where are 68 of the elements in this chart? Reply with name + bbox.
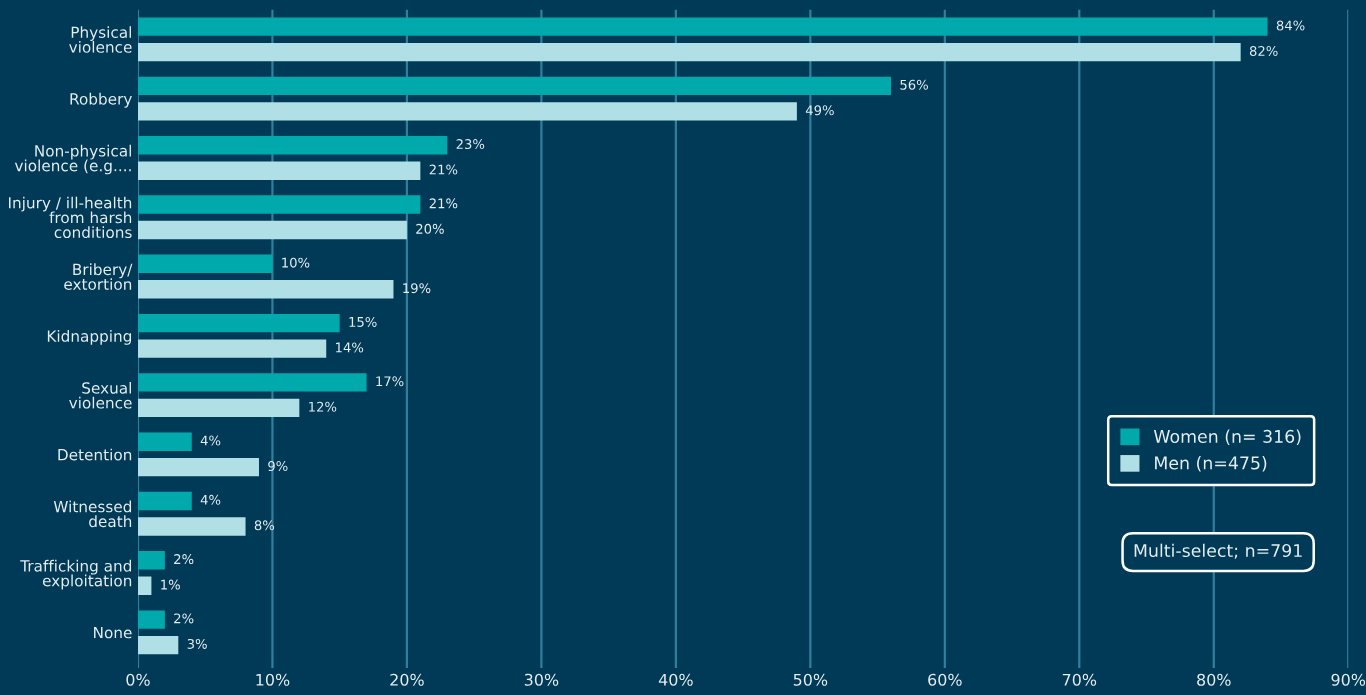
x-tick-label: 60%: [928, 673, 962, 686]
data-label: 4%: [200, 435, 221, 446]
x-tick-label: 10%: [256, 673, 290, 686]
bar: [137, 42, 1241, 62]
data-label: 82%: [1249, 45, 1278, 56]
bar: [137, 576, 152, 595]
data-label: 56%: [900, 79, 928, 90]
y-tick-label: Robbery: [70, 92, 132, 108]
data-label: 19%: [403, 283, 431, 294]
x-tick-label: 70%: [1062, 673, 1097, 686]
data-label: 9%: [268, 461, 288, 472]
bar: [137, 398, 300, 418]
data-label: 23%: [456, 139, 485, 150]
y-tick-label: Kidnapping: [47, 330, 132, 345]
x-tick-label: 90%: [1331, 673, 1366, 686]
x-tick-label: 20%: [390, 673, 424, 686]
bar: [137, 254, 273, 273]
bar: [137, 76, 892, 96]
x-tick-label: 40%: [658, 673, 693, 686]
x-tick-label: 30%: [524, 673, 559, 686]
data-label: 1%: [161, 579, 180, 590]
bar: [137, 551, 165, 570]
data-label: 8%: [254, 520, 275, 531]
y-tick-label: Injury / ill-health from harsh conditions: [9, 196, 132, 239]
bar: [137, 373, 367, 392]
data-label: 84%: [1276, 20, 1305, 31]
data-label: 2%: [174, 554, 194, 565]
y-tick-label: None: [94, 626, 132, 639]
data-label: 49%: [805, 105, 834, 116]
bar: [137, 610, 165, 629]
bar: [137, 517, 246, 536]
x-tick-label: 80%: [1197, 673, 1231, 686]
bar: [137, 136, 448, 155]
bar: [137, 491, 192, 511]
data-label: 3%: [187, 638, 207, 649]
bar: [137, 635, 179, 655]
data-label: 10%: [282, 257, 310, 268]
data-label: 4%: [200, 494, 221, 505]
data-label: 21%: [429, 164, 458, 175]
bar: [137, 195, 421, 214]
legend-label: Men (n=475): [1155, 456, 1267, 472]
annotation: Multi-select; n=791: [1134, 543, 1302, 559]
bar: [137, 17, 1268, 36]
bar: [137, 102, 797, 121]
y-tick-label: Sexual violence: [69, 381, 132, 409]
data-label: 15%: [349, 316, 377, 327]
y-tick-label: Trafficking and exploitation: [20, 559, 132, 590]
bar: [137, 432, 192, 451]
bar: [137, 339, 327, 358]
x-tick-label: 50%: [793, 673, 828, 686]
bar: [137, 313, 340, 333]
bar: [137, 161, 421, 180]
y-tick-label: Physical violence: [69, 26, 132, 53]
data-label: 2%: [174, 613, 194, 624]
legend-label: Women (n= 316): [1153, 429, 1301, 446]
x-tick-label: 0%: [126, 673, 150, 686]
y-tick-label: Non-physical violence (e.g....: [14, 144, 131, 175]
data-label: 12%: [309, 401, 337, 412]
bar: [137, 280, 394, 299]
y-tick-label: Witnessed death: [53, 500, 132, 528]
bar: [137, 220, 407, 240]
data-label: 20%: [416, 223, 444, 234]
y-tick-label: Detention: [58, 448, 132, 461]
y-tick-label: Bribery/ extortion: [64, 263, 133, 290]
data-label: 17%: [376, 376, 404, 387]
bar: [137, 457, 259, 477]
data-label: 14%: [336, 342, 364, 353]
data-label: 21%: [429, 198, 458, 209]
